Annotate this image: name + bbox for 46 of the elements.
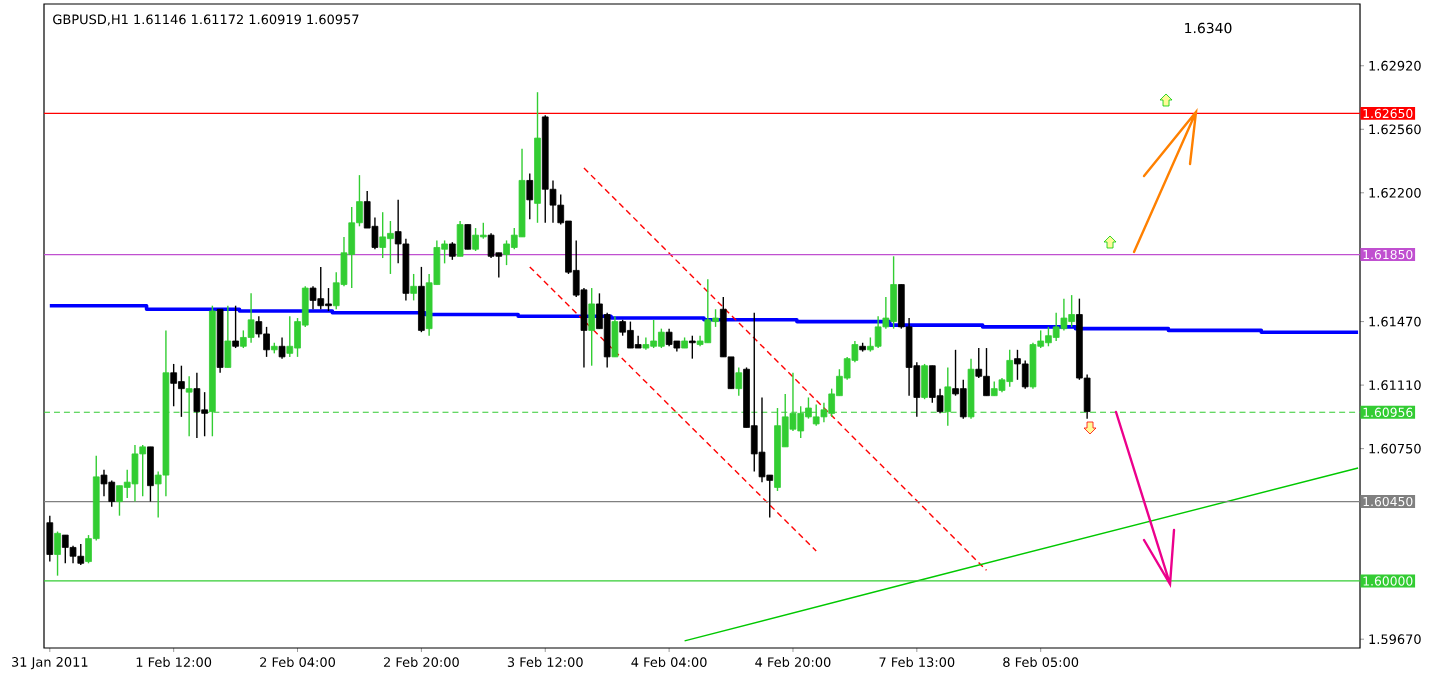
candlestick	[54, 530, 61, 577]
candlestick	[650, 319, 657, 349]
candlestick	[627, 320, 634, 349]
candlestick	[379, 211, 387, 259]
candlestick	[170, 363, 178, 407]
candlestick	[642, 336, 650, 351]
candlestick	[1014, 349, 1021, 381]
candlestick	[348, 206, 356, 289]
candlestick	[286, 315, 294, 358]
candlestick	[61, 534, 69, 564]
candlestick	[472, 227, 479, 252]
candlestick	[688, 335, 696, 360]
candlestick	[456, 220, 464, 257]
candlestick	[224, 305, 232, 369]
candlestick	[611, 315, 619, 358]
candlestick	[387, 220, 394, 275]
candlestick	[704, 278, 712, 344]
candlestick	[410, 273, 417, 302]
candlestick	[178, 365, 185, 418]
candlestick	[487, 232, 495, 259]
candlestick	[193, 372, 201, 439]
candlestick	[147, 446, 154, 503]
candlestick	[503, 239, 510, 266]
candlestick	[959, 379, 967, 420]
candlestick	[983, 347, 990, 397]
candlestick	[526, 172, 534, 220]
candlestick	[131, 444, 139, 503]
candlestick	[1006, 349, 1014, 388]
candlestick	[418, 266, 425, 333]
candlestick	[890, 255, 897, 330]
candlestick	[588, 287, 596, 367]
candlestick	[247, 292, 255, 344]
candlestick	[317, 266, 325, 310]
candlestick	[921, 363, 928, 400]
candlestick	[139, 444, 147, 497]
candlestick	[116, 484, 123, 517]
candlestick	[232, 305, 239, 349]
candlestick	[1068, 294, 1075, 328]
candlestick	[77, 543, 85, 566]
candlestick	[325, 287, 332, 312]
candlestick	[735, 366, 743, 397]
candlestick	[464, 223, 472, 250]
candlestick	[658, 327, 665, 349]
candlestick	[1021, 359, 1029, 390]
candlestick	[278, 336, 286, 360]
candlestick	[634, 335, 642, 349]
